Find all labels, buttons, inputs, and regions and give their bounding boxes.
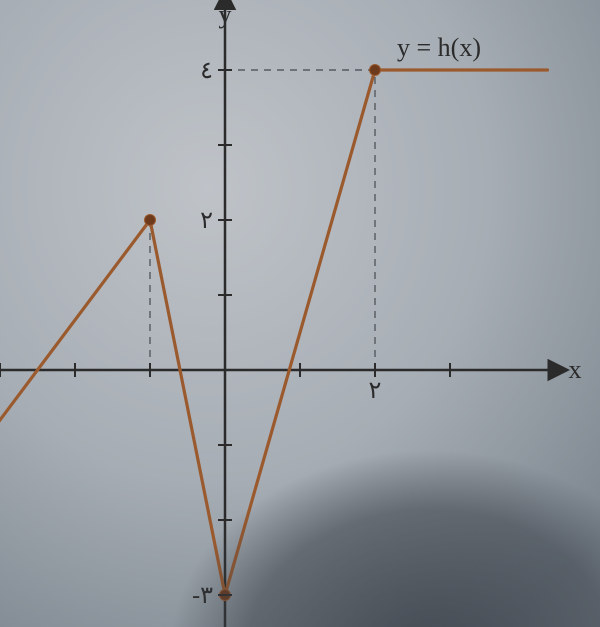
tick-label-y-4: ٤ [200,58,213,84]
x-axis-label: x [569,355,582,384]
tick-label-x-2: ٢ [369,378,382,404]
y-axis-label: y [219,0,232,29]
tick-label-y-2: ٢ [200,208,213,234]
function-graph: y x y = h(x) ٤ ٢ -٣ ٢ [0,0,600,627]
function-label: y = h(x) [397,33,481,62]
